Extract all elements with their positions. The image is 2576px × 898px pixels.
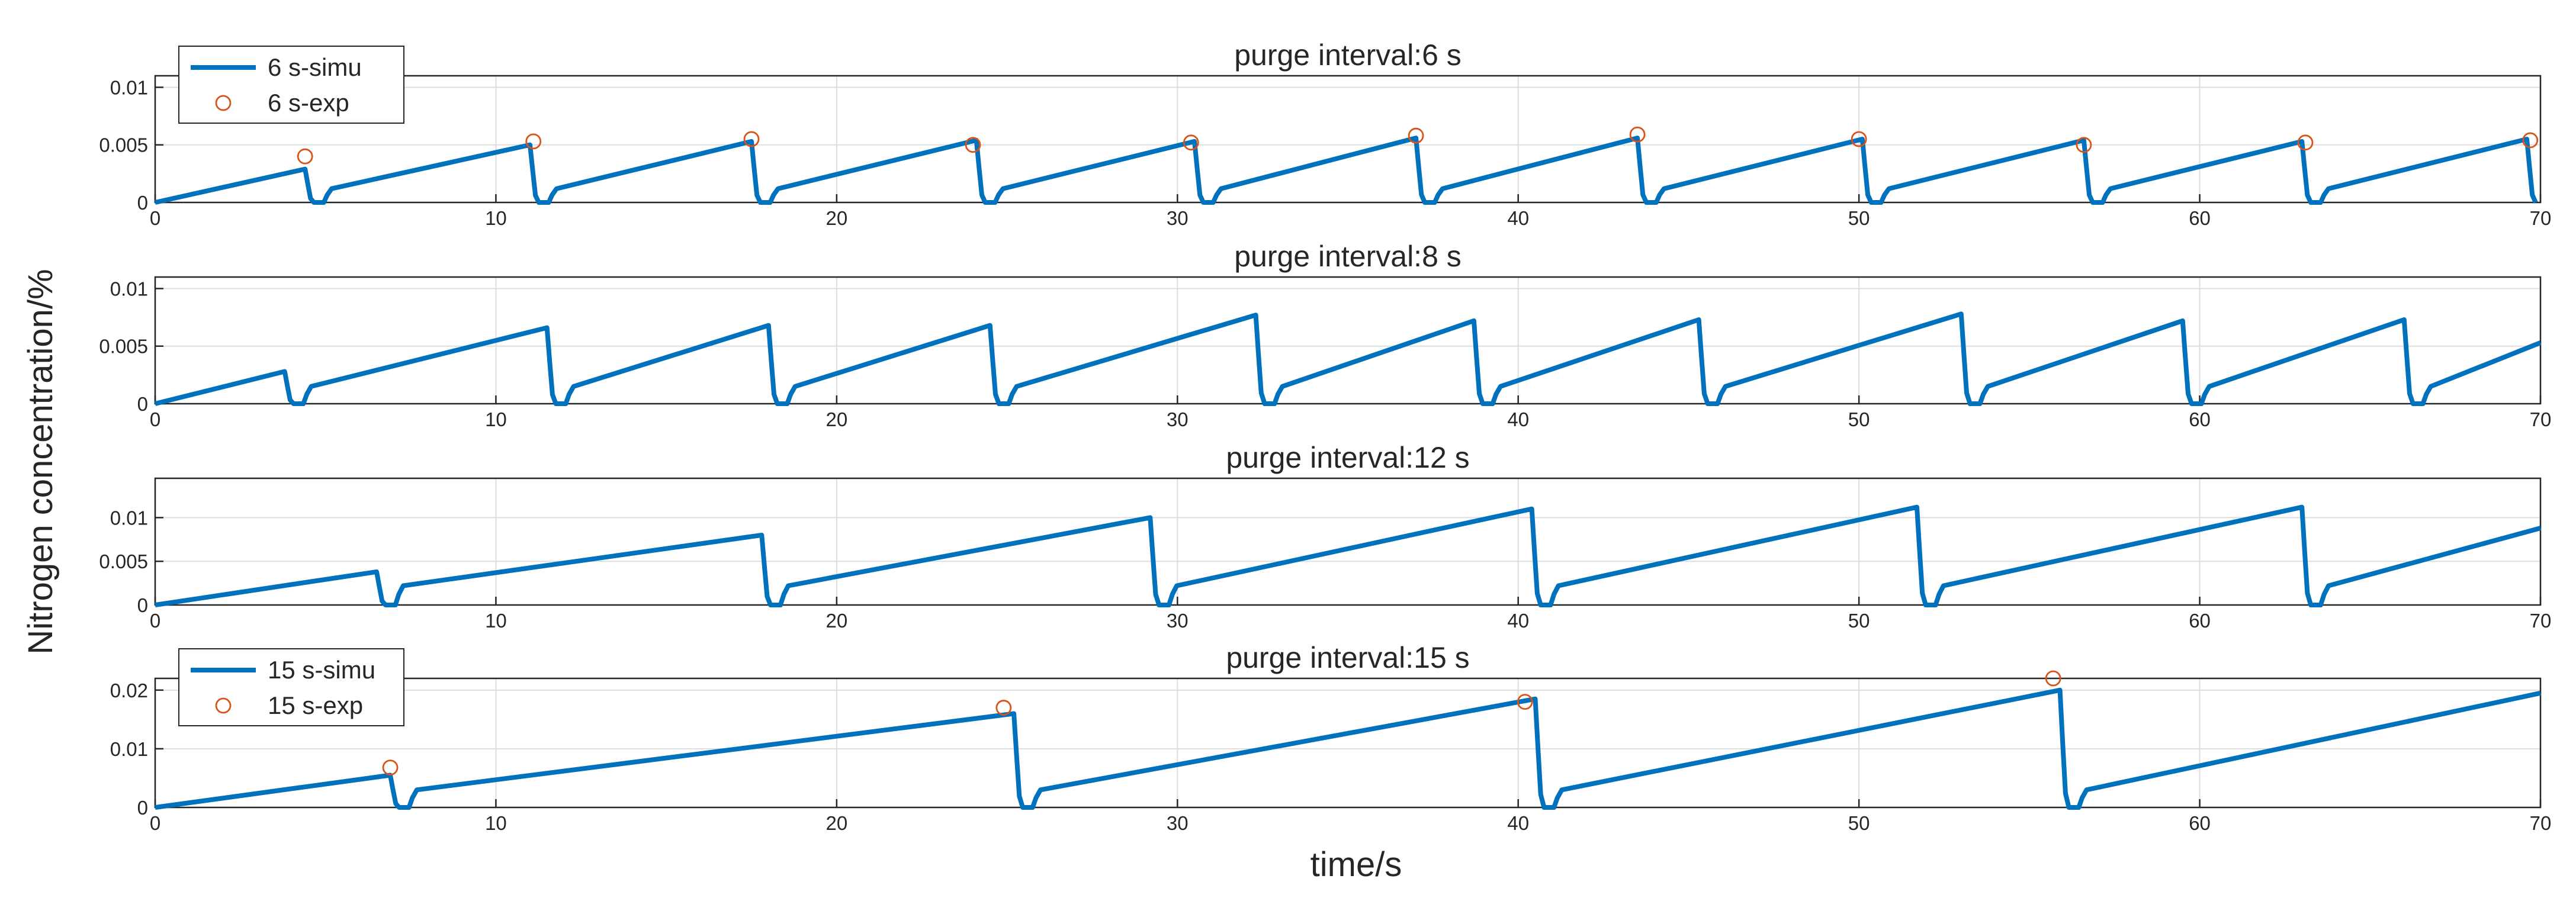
x-tick-label: 0 <box>150 812 160 834</box>
x-tick-label: 10 <box>485 207 507 229</box>
x-tick-label: 60 <box>2189 812 2211 834</box>
subplot-4: 0 10 20 30 40 50 60 70 0 0.01 0.02 purge interval:1… <box>110 641 2552 834</box>
x-tick-label: 40 <box>1507 812 1529 834</box>
x-tick-label: 20 <box>826 610 847 632</box>
x-tick-label: 10 <box>485 812 507 834</box>
simu-series-line <box>155 311 2542 406</box>
x-tick-label: 30 <box>1167 207 1189 229</box>
x-tick-label: 0 <box>150 610 160 632</box>
exp-data-point <box>1629 126 1646 143</box>
exp-data-point <box>525 133 542 150</box>
x-tick-label: 40 <box>1507 610 1529 632</box>
legend-simu-label: 6 s-simu <box>268 53 362 81</box>
legend-exp-label: 15 s-exp <box>268 691 363 719</box>
x-tick-label: 50 <box>1848 812 1870 834</box>
legend: 6 s-simu 6 s-exp <box>178 46 404 124</box>
x-tick-label: 70 <box>2530 207 2552 229</box>
exp-data-point <box>1183 134 1199 151</box>
legend-exp-marker <box>215 697 232 714</box>
x-tick-label: 10 <box>485 610 507 632</box>
x-axis-label: time/s <box>1311 845 1402 884</box>
x-tick-label: 50 <box>1848 610 1870 632</box>
y-tick-label: 0.01 <box>110 278 148 300</box>
axes-box <box>154 276 2542 405</box>
x-tick-label: 30 <box>1167 812 1189 834</box>
x-tick-label: 30 <box>1167 610 1189 632</box>
x-tick-label: 20 <box>826 408 847 430</box>
x-tick-label: 20 <box>826 207 847 229</box>
x-tick-label: 60 <box>2189 610 2211 632</box>
exp-data-point <box>965 137 981 153</box>
x-tick-label: 70 <box>2530 610 2552 632</box>
axes-box <box>154 477 2542 606</box>
legend-box <box>178 46 404 124</box>
subplot-2: 0 10 20 30 40 50 60 70 0 0.005 0.01 purge interval:… <box>99 240 2551 430</box>
y-tick-label: 0.005 <box>99 134 148 156</box>
x-tick-label: 0 <box>150 408 160 430</box>
exp-data-point <box>2045 670 2061 687</box>
subplot-title: purge interval:6 s <box>1234 38 1462 72</box>
exp-data-point <box>1408 127 1424 144</box>
y-tick-label: 0 <box>137 192 148 214</box>
x-tick-label: 20 <box>826 812 847 834</box>
y-tick-label: 0.01 <box>110 738 148 760</box>
legend-box <box>178 648 404 726</box>
subplot-1: 0 10 20 30 40 50 60 70 0 0.005 0.01 purge interval:… <box>99 38 2551 229</box>
exp-data-point <box>382 759 399 776</box>
y-tick-label: 0.01 <box>110 76 148 98</box>
y-tick-label: 0.02 <box>110 680 148 701</box>
x-tick-label: 50 <box>1848 207 1870 229</box>
x-tick-label: 60 <box>2189 408 2211 430</box>
x-tick-label: 40 <box>1507 408 1529 430</box>
exp-data-point <box>743 131 760 147</box>
x-tick-label: 70 <box>2530 812 2552 834</box>
axes-box <box>154 677 2542 809</box>
y-tick-label: 0 <box>137 594 148 616</box>
subplot-title: purge interval:8 s <box>1234 240 1462 273</box>
exp-data-point <box>2522 132 2539 149</box>
x-tick-label: 50 <box>1848 408 1870 430</box>
y-tick-label: 0 <box>137 797 148 819</box>
y-tick-label: 0.005 <box>99 336 148 358</box>
simu-series-line <box>155 687 2541 810</box>
x-tick-label: 0 <box>150 207 160 229</box>
y-tick-label: 0.005 <box>99 551 148 572</box>
legend: 15 s-simu 15 s-exp <box>178 648 404 726</box>
x-tick-label: 10 <box>485 408 507 430</box>
subplot-title: purge interval:15 s <box>1226 641 1469 674</box>
x-tick-label: 40 <box>1507 207 1529 229</box>
x-tick-label: 70 <box>2530 408 2552 430</box>
legend-simu-label: 15 s-simu <box>268 656 375 684</box>
legend-exp-label: 6 s-exp <box>268 89 349 117</box>
exp-data-point <box>2297 134 2314 151</box>
simu-series-line <box>155 504 2542 607</box>
axes-box <box>154 75 2542 204</box>
exp-data-point <box>2076 137 2092 153</box>
exp-data-point <box>1851 131 1867 147</box>
x-tick-label: 30 <box>1167 408 1189 430</box>
exp-data-point <box>297 148 313 165</box>
legend-exp-marker <box>215 95 232 111</box>
x-tick-label: 60 <box>2189 207 2211 229</box>
y-tick-label: 0 <box>137 393 148 415</box>
subplot-3: 0 10 20 30 40 50 60 70 0 0.005 0.01 purge interval:… <box>99 441 2551 632</box>
exp-data-point <box>1517 694 1533 710</box>
exp-data-point <box>995 700 1012 716</box>
y-axis-label: Nitrogen concentration/% <box>21 269 60 654</box>
subplot-panels: 0 10 20 30 40 50 60 70 0 0.005 0.01 purge interval:… <box>99 38 2551 834</box>
simu-series-line <box>155 136 2538 205</box>
subplot-title: purge interval:12 s <box>1226 441 1469 474</box>
y-tick-label: 0.01 <box>110 507 148 529</box>
